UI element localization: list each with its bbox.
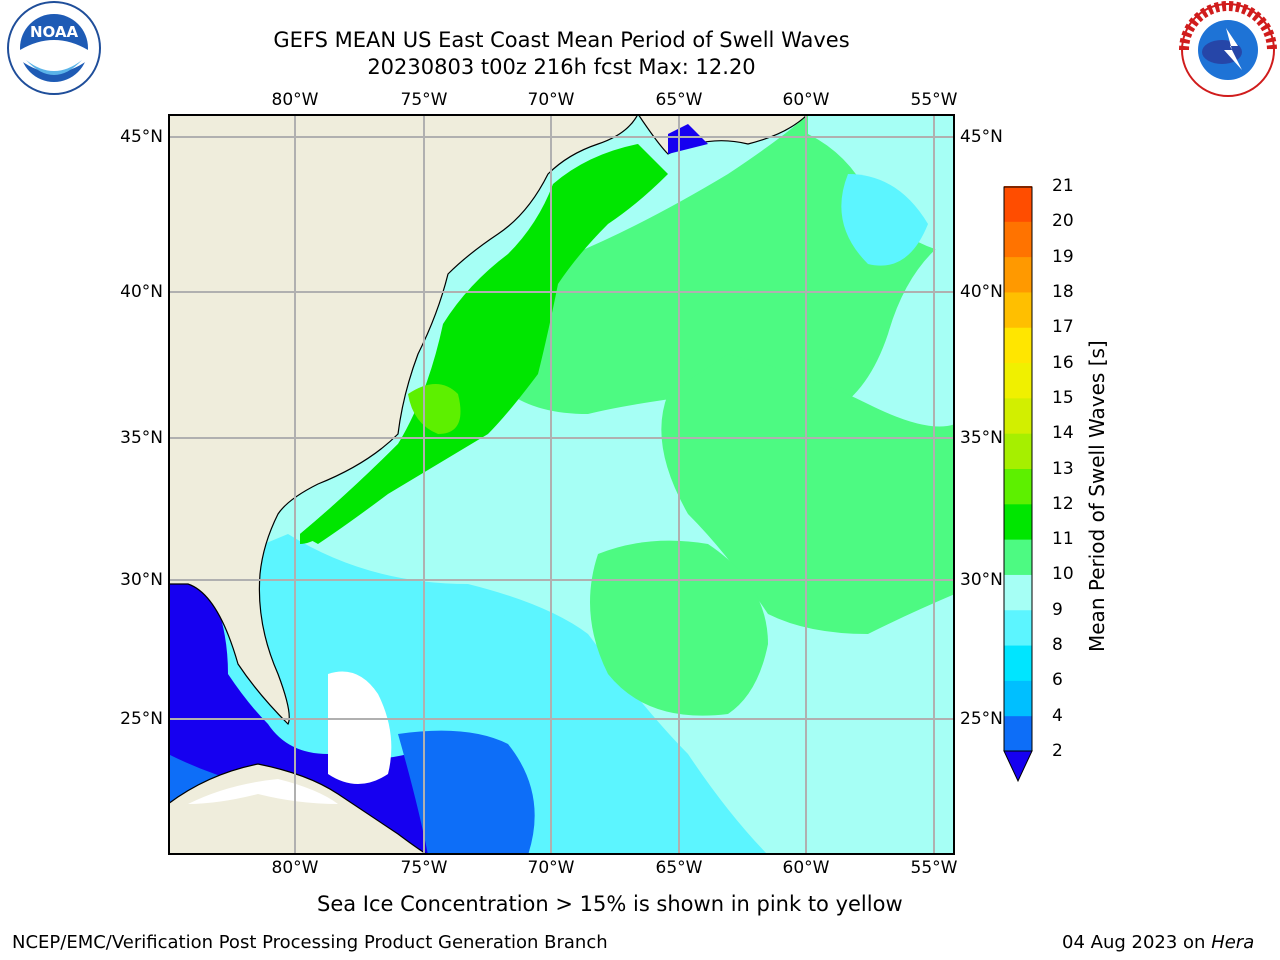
lon-label-top: 60°W: [782, 90, 830, 110]
colorbar-segment: [1004, 221, 1032, 258]
colorbar-label: Mean Period of Swell Waves [s]: [1085, 340, 1109, 652]
colorbar-tick-label: 12: [1052, 493, 1074, 514]
lat-label-left: 35°N: [120, 428, 163, 448]
colorbar-tick-label: 11: [1052, 529, 1074, 550]
lon-label-top: 70°W: [527, 90, 575, 110]
colorbar-segment: [1004, 680, 1032, 717]
lon-label-bottom: 75°W: [400, 858, 448, 878]
lat-label-right: 45°N: [960, 127, 1003, 147]
nws-logo-icon: [1176, 0, 1280, 100]
colorbar-tick-label: 13: [1052, 458, 1074, 479]
colorbar-tick-label: 20: [1052, 211, 1074, 232]
lon-label-bottom: 55°W: [910, 858, 958, 878]
footer-host: Hera: [1211, 932, 1255, 953]
lon-label-top: 65°W: [655, 90, 703, 110]
svg-text:NOAA: NOAA: [30, 23, 79, 41]
lat-label-left: 30°N: [120, 570, 163, 590]
colorbar-tick-label: 15: [1052, 387, 1074, 408]
colorbar-tick-label: 17: [1052, 317, 1074, 338]
colorbar-tick-label: 16: [1052, 352, 1074, 373]
map-frame: [168, 114, 955, 855]
colorbar-segment: [1004, 186, 1032, 222]
lon-label-top: 75°W: [400, 90, 448, 110]
colorbar-tick-label: 2: [1052, 741, 1063, 761]
footer-date: 04 Aug 2023 on Hera: [1062, 932, 1254, 954]
colorbar: [1000, 186, 1040, 786]
colorbar-tick-label: 21: [1052, 176, 1074, 196]
lon-label-top: 80°W: [271, 90, 319, 110]
colorbar-segment: [1004, 433, 1032, 469]
colorbar-border: [1003, 186, 1033, 752]
colorbar-segment: [1004, 715, 1032, 752]
colorbar-segment: [1004, 397, 1032, 434]
chart-subtitle: 20230803 t00z 216h fcst Max: 12.20: [367, 55, 756, 79]
colorbar-segment: [1004, 574, 1032, 611]
lat-label-left: 45°N: [120, 127, 163, 147]
colorbar-segment: [1004, 645, 1032, 681]
lat-label-right: 40°N: [960, 282, 1003, 302]
colorbar-segment: [1004, 291, 1032, 328]
lon-label-bottom: 60°W: [782, 858, 830, 878]
colorbar-tick-label: 9: [1052, 599, 1063, 620]
lat-label-right: 25°N: [960, 709, 1003, 729]
colorbar-segment: [1004, 468, 1032, 505]
colorbar-tick-label: 4: [1052, 705, 1063, 726]
lat-label-right: 30°N: [960, 570, 1003, 590]
colorbar-tick-label: 10: [1052, 564, 1074, 585]
colorbar-tick-label: 18: [1052, 281, 1074, 302]
colorbar-segment: [1004, 539, 1032, 575]
colorbar-segment: [1004, 327, 1032, 364]
graticule: [168, 114, 955, 855]
lon-label-top: 55°W: [910, 90, 958, 110]
colorbar-tick-label: 19: [1052, 246, 1074, 267]
colorbar-segment: [1004, 609, 1032, 646]
lat-label-right: 35°N: [960, 428, 1003, 448]
lat-label-left: 25°N: [120, 709, 163, 729]
land-mass: [168, 114, 809, 854]
colorbar-segment: [1004, 362, 1032, 399]
lat-label-left: 40°N: [120, 282, 163, 302]
colorbar-tick-label: 6: [1052, 670, 1063, 691]
map-border: [168, 114, 955, 855]
sea-ice-note: Sea Ice Concentration > 15% is shown in …: [317, 892, 903, 916]
colorbar-extend-arrow: [1003, 750, 1033, 783]
footer-branch: NCEP/EMC/Verification Post Processing Pr…: [12, 932, 608, 953]
colorbar-segment: [1004, 256, 1032, 293]
noaa-logo-icon: NOAA: [4, 0, 104, 100]
chart-title: GEFS MEAN US East Coast Mean Period of S…: [273, 28, 850, 52]
lon-label-bottom: 70°W: [527, 858, 575, 878]
lon-label-bottom: 80°W: [271, 858, 319, 878]
colorbar-segment: [1004, 503, 1032, 540]
lon-label-bottom: 65°W: [655, 858, 703, 878]
colorbar-tick-label: 14: [1052, 423, 1074, 444]
footer-date-text: 04 Aug 2023 on: [1062, 932, 1206, 953]
colorbar-tick-label: 8: [1052, 635, 1063, 656]
